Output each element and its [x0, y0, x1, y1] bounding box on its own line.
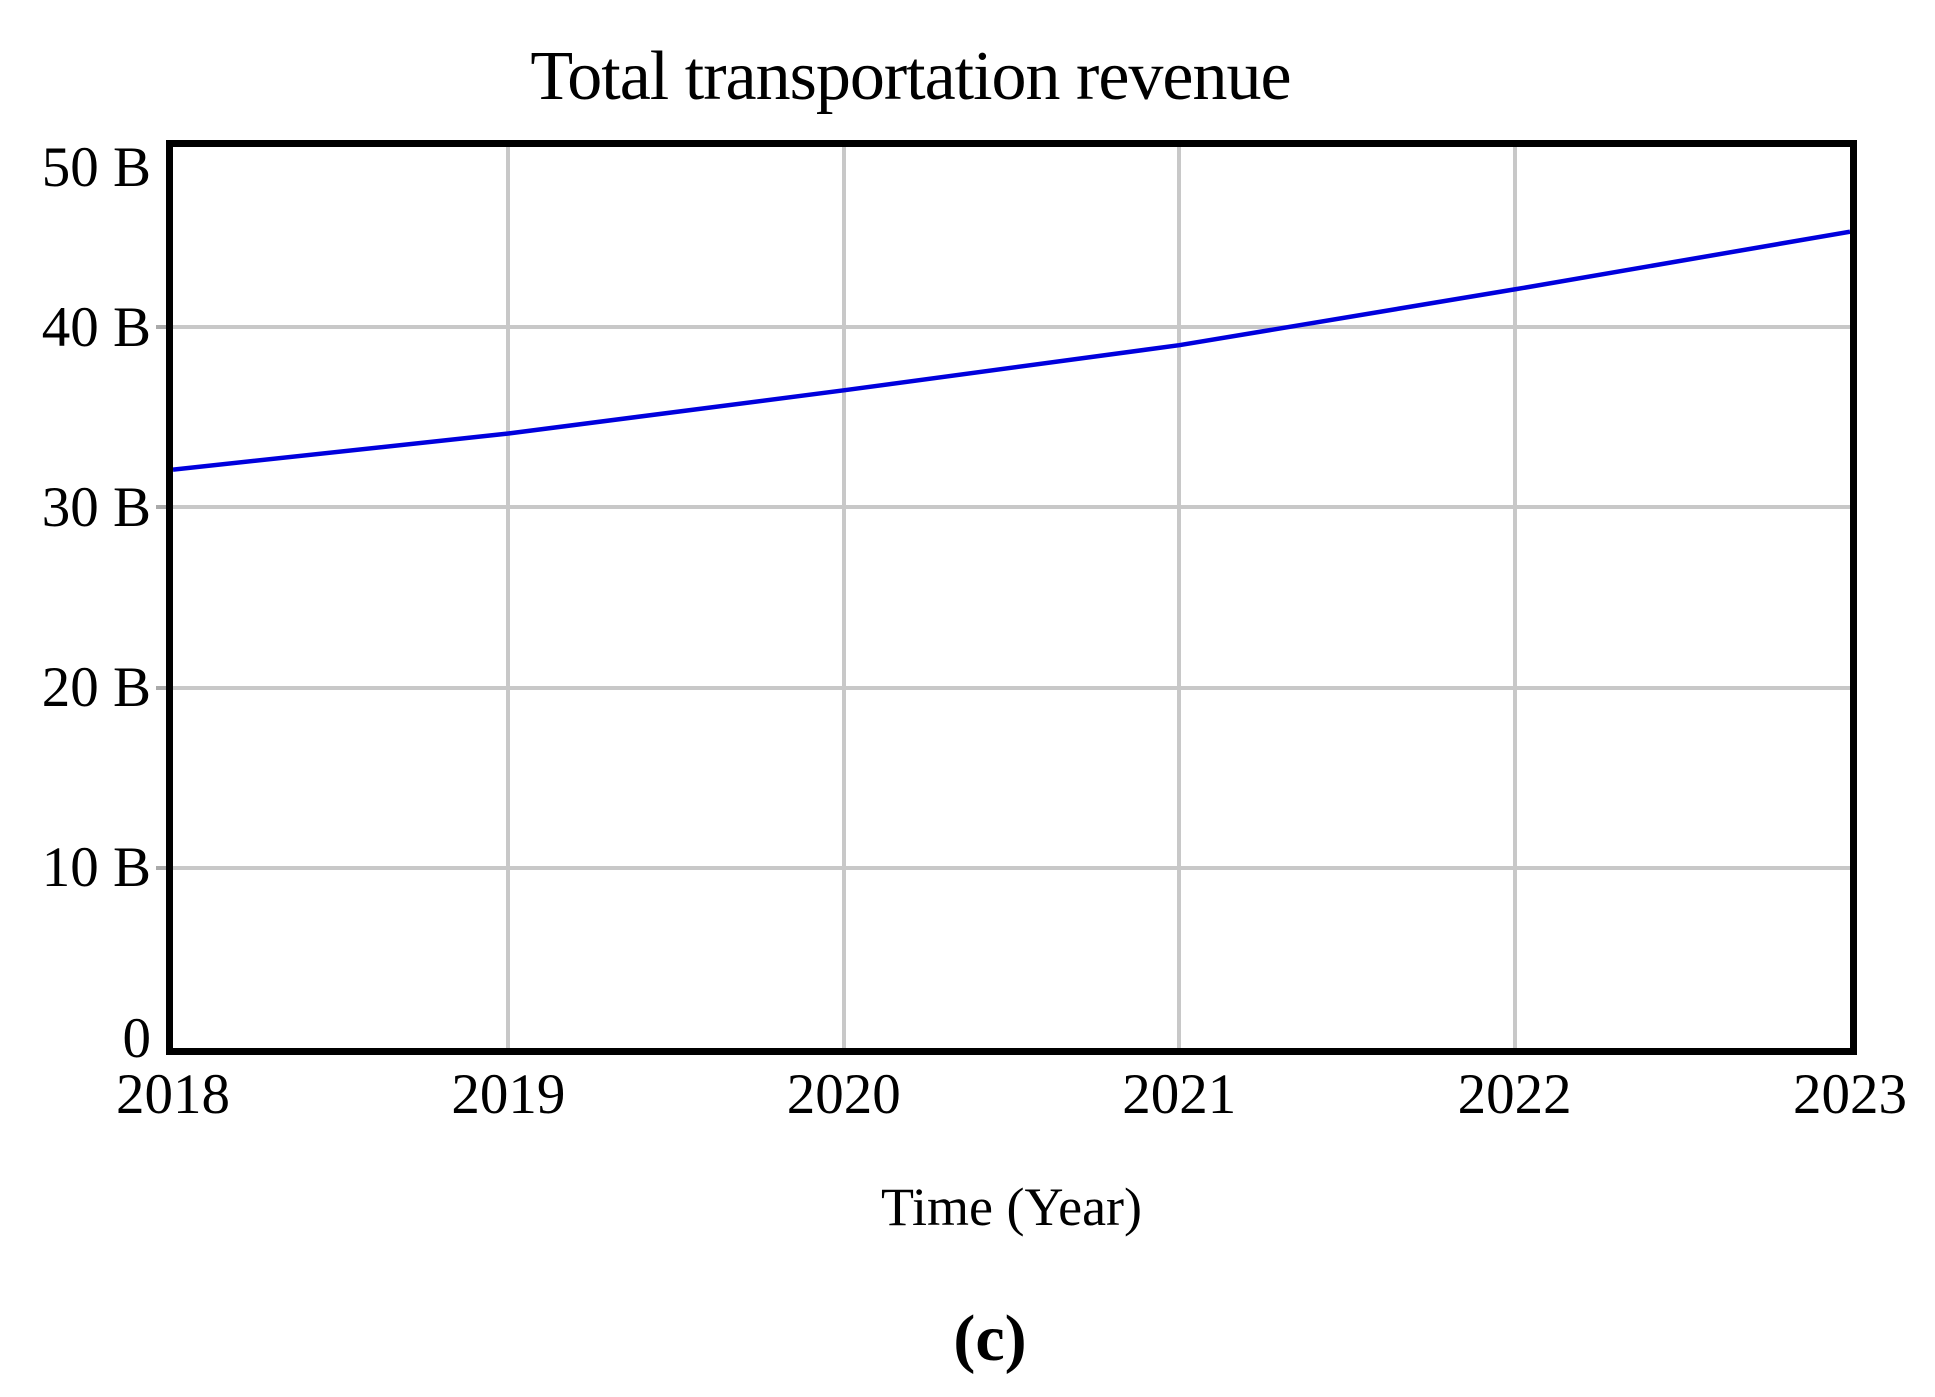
vertical-gridline [1177, 147, 1182, 1048]
x-tick-label: 2022 [1457, 1063, 1572, 1126]
horizontal-gridline [173, 325, 1850, 330]
vertical-gridline [1512, 147, 1517, 1048]
x-tick-label: 2021 [1122, 1063, 1237, 1126]
y-axis-tick-labels: 0 10 B 20 B 30 B 40 B 50 B [0, 0, 151, 1397]
x-tick-label: 2019 [451, 1063, 566, 1126]
y-axis-tick [156, 685, 166, 690]
y-axis-tick [156, 505, 166, 510]
horizontal-gridline [173, 505, 1850, 510]
y-tick-label: 20 B [41, 656, 151, 720]
subfigure-caption: (c) [953, 1302, 1027, 1375]
x-axis-title: Time (Year) [880, 1177, 1143, 1237]
x-axis-tick-labels: 2018 2019 2020 2021 2022 2023 [0, 1066, 1935, 1126]
y-tick-label: 50 B [41, 135, 151, 199]
plot-grid-region [173, 147, 1850, 1048]
revenue-line-layer [173, 229, 1850, 472]
y-axis-tick [156, 865, 166, 870]
x-tick-label: 2023 [1793, 1063, 1907, 1126]
chart-title: Total transportation revenue [530, 38, 1291, 115]
revenue-line [173, 229, 1850, 472]
y-axis-tick [156, 325, 166, 330]
horizontal-gridline [173, 865, 1850, 870]
y-tick-label: 40 B [41, 295, 151, 359]
x-tick-label: 2020 [786, 1063, 901, 1126]
plot-area [166, 140, 1857, 1055]
x-tick-label: 2018 [116, 1063, 230, 1126]
horizontal-gridline [173, 685, 1850, 690]
y-tick-label: 0 [122, 1006, 152, 1070]
vertical-gridline [506, 147, 511, 1048]
y-tick-label: 10 B [41, 836, 151, 900]
vertical-gridline [841, 147, 846, 1048]
y-tick-label: 30 B [41, 475, 151, 539]
